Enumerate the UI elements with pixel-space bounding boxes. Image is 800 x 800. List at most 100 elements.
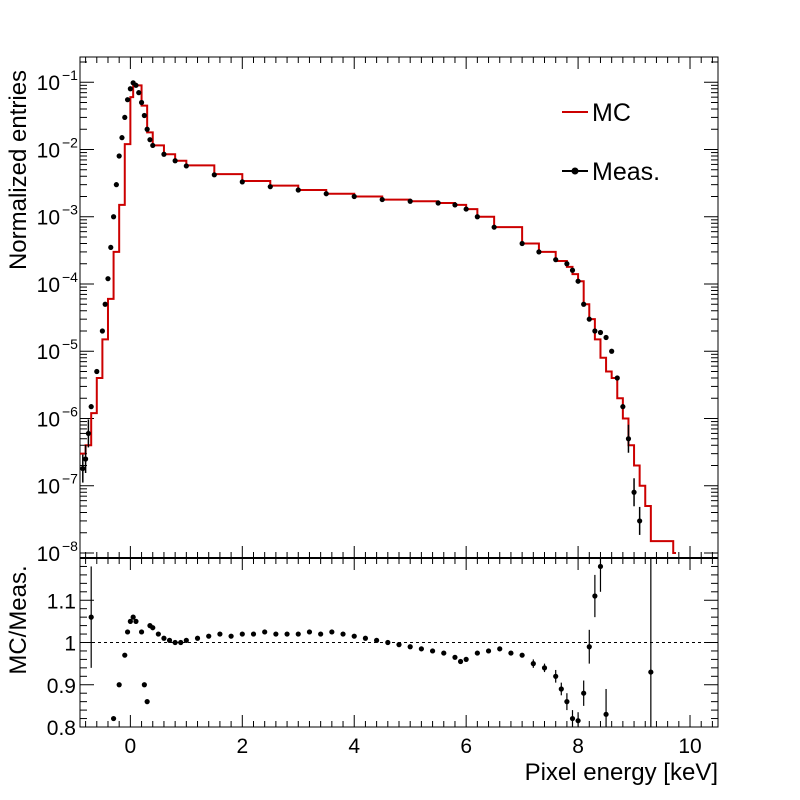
y-tick-label: 10 (37, 341, 60, 364)
meas-data-point (452, 202, 458, 208)
ratio-data-point (166, 637, 173, 643)
ratio-data-point (110, 715, 117, 722)
meas-data-point (116, 153, 122, 159)
y-tick-label: 0.9 (47, 675, 76, 698)
ratio-data-point (429, 648, 436, 654)
ratio-data-point (452, 654, 458, 660)
ratio-data-point (474, 650, 480, 656)
ratio-data-point (262, 629, 268, 635)
ratio-data-point (329, 629, 335, 635)
legend: MC Meas. (562, 99, 660, 186)
ratio-data-point (155, 631, 161, 637)
y-axis-title-top: Normalized entries (5, 70, 32, 270)
meas-data-point (127, 86, 133, 92)
ratio-data-point (457, 658, 464, 665)
ratio-data-point (284, 631, 290, 637)
meas-data-point (161, 151, 167, 157)
meas-data-point (141, 112, 147, 119)
x-tick-label: 6 (460, 735, 472, 758)
meas-data-point (609, 348, 615, 354)
meas-data-point (105, 276, 111, 282)
meas-data-point (491, 224, 497, 230)
ratio-data-point (463, 656, 469, 663)
ratio-data-point (597, 563, 604, 570)
ratio-data-point (603, 711, 609, 717)
ratio-data-point (340, 631, 346, 637)
ratio-data-point (575, 718, 581, 724)
meas-data-point (239, 179, 245, 185)
x-tick-label: 2 (236, 735, 248, 758)
y-tick-exponent: −4 (62, 269, 78, 285)
y-tick-exponent: −8 (62, 538, 78, 554)
ratio-data-point (407, 644, 413, 650)
ratio-data-point (228, 633, 234, 639)
ratio-data-point (558, 686, 564, 692)
meas-data-point (553, 257, 559, 263)
y-tick-label: 0.8 (47, 717, 76, 740)
y-tick-exponent: −6 (62, 403, 78, 419)
y-tick-label: 10 (37, 274, 60, 297)
ratio-data-point (530, 661, 536, 667)
ratio-data-point (127, 618, 133, 624)
mc-step-line (80, 82, 677, 554)
ratio-data-point (122, 652, 128, 658)
meas-data-point (138, 99, 145, 106)
meas-data-point (575, 278, 581, 284)
ratio-data-point (396, 642, 402, 648)
ratio-data-point (541, 665, 548, 671)
x-tick-label: 4 (348, 735, 360, 758)
ratio-data-point (519, 652, 525, 658)
ratio-data-point (133, 618, 139, 624)
meas-data-point (620, 404, 626, 410)
ratio-data-point (194, 635, 201, 641)
ratio-data-point (144, 699, 150, 705)
meas-data-point (435, 200, 441, 206)
ratio-data-point (362, 635, 369, 641)
meas-data-point (119, 135, 125, 141)
meas-data-point (351, 193, 357, 200)
ratio-data-point (497, 646, 503, 652)
meas-data-point (597, 329, 604, 336)
meas-data-point (88, 404, 94, 410)
y-axis-title-bottom: MC/Meas. (5, 565, 32, 674)
meas-data-point (581, 301, 587, 307)
meas-data-point (211, 172, 217, 178)
y-tick-exponent: −2 (62, 134, 78, 150)
y-tick-label: 10 (37, 543, 60, 566)
y-tick-label: 1 (64, 633, 76, 656)
ratio-data-point (116, 682, 122, 688)
meas-data-point (94, 368, 100, 375)
legend-mc-label: MC (592, 99, 631, 127)
meas-data-point (474, 214, 480, 220)
ratio-data-point (178, 639, 184, 646)
ratio-data-point (239, 631, 245, 637)
meas-data-point (147, 137, 153, 143)
ratio-data-point (141, 682, 147, 688)
ratio-data-point (586, 644, 592, 650)
y-tick-label: 10 (37, 408, 60, 431)
meas-data-point (564, 261, 570, 267)
meas-data-point (295, 187, 301, 193)
meas-data-point (108, 244, 114, 251)
y-tick-label: 10 (37, 139, 60, 162)
ratio-data-point (318, 631, 324, 637)
ratio-data-point (564, 699, 570, 705)
ratio-data-point (306, 629, 313, 635)
meas-data-point (144, 126, 150, 132)
meas-data-point (463, 206, 469, 212)
meas-data-point (122, 114, 128, 121)
y-tick-exponent: −5 (62, 336, 78, 352)
meas-data-point (136, 90, 142, 96)
meas-data-point (172, 158, 178, 164)
ratio-data-point (273, 631, 279, 637)
ratio-data-point (161, 635, 167, 641)
top-plot-frame (79, 56, 719, 559)
meas-data-point (323, 191, 329, 197)
meas-data-point (519, 240, 525, 247)
x-tick-label: 0 (125, 735, 137, 758)
meas-data-point (267, 184, 273, 190)
meas-data-point (113, 182, 119, 188)
meas-data-point (379, 196, 385, 203)
y-tick-exponent: −1 (62, 67, 78, 83)
meas-data-point (133, 82, 139, 88)
